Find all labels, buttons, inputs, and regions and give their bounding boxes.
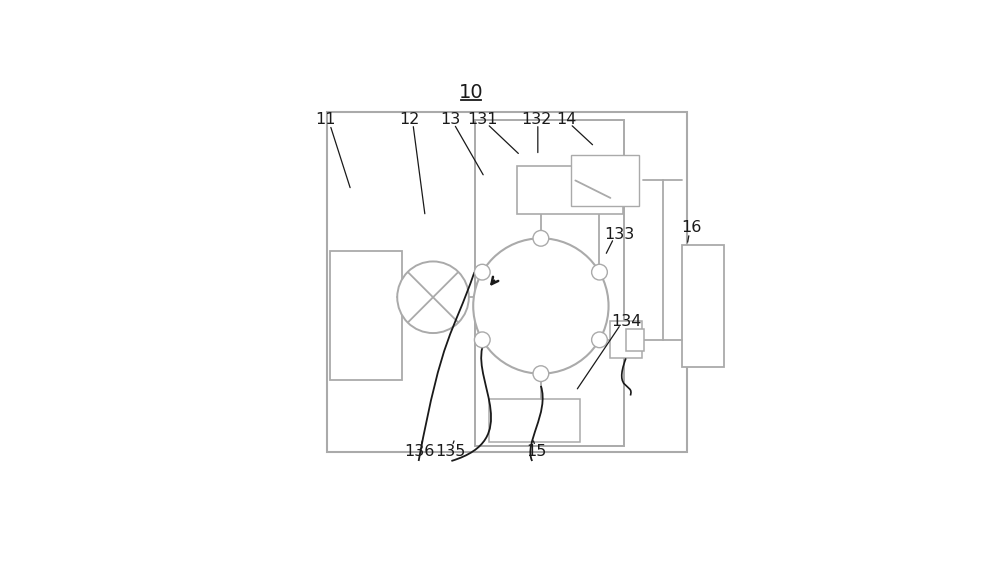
Text: 133: 133 (604, 227, 634, 242)
Text: 13: 13 (440, 112, 461, 127)
Text: 11: 11 (315, 112, 336, 127)
Bar (530, 186, 610, 210)
Bar (494, 404, 575, 437)
Bar (517, 166, 623, 214)
Circle shape (592, 332, 607, 348)
Bar (626, 329, 644, 351)
Text: 15: 15 (526, 444, 547, 459)
Circle shape (397, 261, 469, 333)
Text: 14: 14 (556, 112, 577, 127)
Circle shape (592, 264, 607, 280)
Bar (330, 251, 402, 380)
Circle shape (473, 238, 609, 374)
Text: 16: 16 (681, 220, 702, 235)
Text: 131: 131 (468, 112, 498, 127)
Circle shape (474, 264, 490, 280)
Bar (327, 112, 687, 452)
Text: 134: 134 (612, 314, 642, 329)
Circle shape (474, 332, 490, 348)
Bar (571, 155, 639, 206)
Text: 135: 135 (435, 444, 466, 459)
Text: 10: 10 (459, 83, 483, 102)
Circle shape (533, 230, 549, 246)
Text: 136: 136 (404, 444, 434, 459)
Bar (575, 160, 634, 201)
Text: 132: 132 (521, 112, 552, 127)
Bar (682, 245, 724, 367)
Bar (489, 399, 580, 442)
Bar (610, 321, 642, 358)
Circle shape (533, 366, 549, 382)
Text: 12: 12 (400, 112, 420, 127)
Bar (475, 120, 624, 446)
